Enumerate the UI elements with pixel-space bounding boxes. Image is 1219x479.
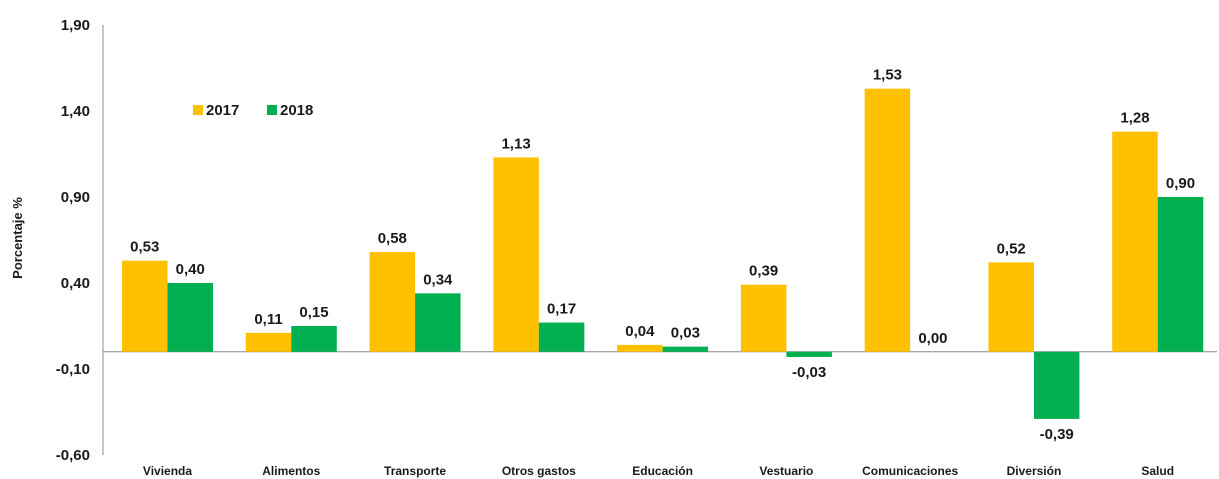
bar-2018 [786,351,832,357]
y-tick-label: 1,90 [61,17,90,34]
bar-2018 [1157,197,1204,352]
data-label: 0,53 [130,239,159,256]
data-label: 1,53 [873,67,902,84]
legend-label-2017: 2017 [206,102,239,119]
data-label: 0,39 [749,263,778,280]
data-label: 0,58 [378,230,407,247]
data-label: 0,04 [625,323,655,340]
bar-2018 [538,322,585,352]
data-label: 1,13 [501,135,530,152]
category-label: Vestuario [759,464,813,478]
data-label: 1,28 [1120,110,1149,127]
data-label: 0,11 [254,311,282,328]
legend-label-2018: 2018 [280,102,313,119]
bars-layer [122,88,1204,419]
category-label: Comunicaciones [862,464,958,478]
data-labels: 0,53 0,11 0,58 1,13 0,04 0,39 1,53 0,52 1,28 0,40… [130,67,1195,443]
legend-swatch-2018 [267,105,277,115]
category-label: Alimentos [262,464,320,478]
y-tick-label: 0,90 [61,189,90,206]
data-label: 0,03 [671,325,700,342]
bar-2017 [245,332,292,352]
legend-swatch-2017 [193,105,203,115]
category-labels: Vivienda Alimentos Transporte Otros gastos E… [143,464,1174,478]
y-axis-title-group: Porcentaje % [10,197,25,279]
y-tick-label: 1,40 [61,103,90,120]
data-label: 0,00 [918,330,947,347]
category-label: Educación [632,464,693,478]
bar-2017 [988,262,1034,352]
category-label: Vivienda [143,464,192,478]
legend: 2017 2018 [193,102,313,119]
y-tick-label: -0,10 [56,361,90,378]
data-label: -0,03 [792,364,826,381]
data-label: 0,15 [299,304,328,321]
bar-2018 [415,293,461,352]
y-tick-label: -0,60 [56,447,90,464]
category-label: Diversión [1007,464,1062,478]
bar-2018 [167,283,213,352]
data-label: 0,34 [423,271,453,288]
bar-2018 [662,346,709,352]
category-label: Transporte [384,464,446,478]
bar-2018 [1033,351,1080,419]
bar-2017 [617,344,663,352]
bar-2017 [122,260,168,352]
data-label: 0,40 [176,261,205,278]
data-label: 0,17 [547,301,576,318]
y-tick-label: 0,40 [61,275,90,292]
y-axis-title: Porcentaje % [10,197,25,279]
category-label: Otros gastos [502,464,576,478]
category-label: Salud [1141,464,1174,478]
bar-2018 [291,326,337,352]
bar-2017 [1112,131,1158,352]
data-label: 0,90 [1166,175,1195,192]
data-label: -0,39 [1040,426,1074,443]
y-tick-labels: 1,90 1,40 0,90 0,40 -0,10 -0,60 [56,17,90,464]
bar-2017 [864,88,911,352]
bar-2017 [740,284,787,352]
bar-2017 [369,252,416,352]
bar-2017 [493,157,539,352]
data-label: 0,52 [997,240,1026,257]
